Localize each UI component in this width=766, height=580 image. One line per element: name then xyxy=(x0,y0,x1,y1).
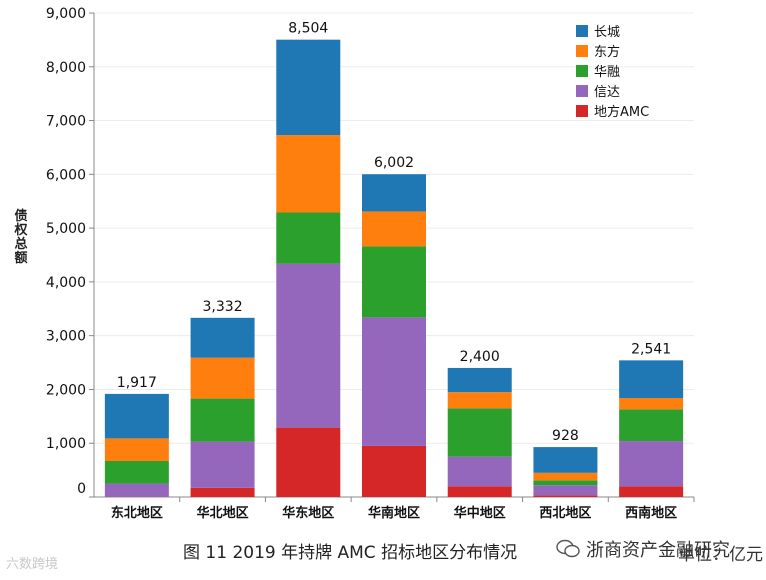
bar-segment xyxy=(190,398,255,442)
bar-segment xyxy=(447,486,512,497)
bar-segment xyxy=(276,135,341,213)
bar-segment xyxy=(533,495,598,497)
x-tick-label: 华中地区 xyxy=(454,505,506,521)
legend-swatch xyxy=(576,25,588,37)
bar-segment xyxy=(619,360,684,399)
bar-segment xyxy=(619,486,684,497)
bar-total-label: 928 xyxy=(552,428,579,444)
y-tick-label: 6,000 xyxy=(46,167,86,183)
x-tick-label: 西南地区 xyxy=(625,505,677,521)
y-tick-label: 4,000 xyxy=(46,275,86,291)
y-tick-label: 5,000 xyxy=(46,221,86,237)
axes: 0 1,000 2,000 3,000 4,000 5,000 6,000 7,000 8,00… xyxy=(46,6,695,521)
x-tick-label: 华东地区 xyxy=(282,505,334,521)
bar-segment xyxy=(276,39,341,136)
bar-segment xyxy=(104,438,169,461)
bar-segment xyxy=(104,393,169,439)
y-tick-label: 1,000 xyxy=(46,436,86,452)
total-labels: 1,917 3,332 8,504 6,002 2,400 928 2,541 xyxy=(117,21,671,444)
bar-segment xyxy=(276,212,341,264)
y-tick-label: 9,000 xyxy=(46,6,86,22)
bar-segment xyxy=(190,487,255,497)
bar-segment xyxy=(362,317,426,446)
bar-total-label: 1,917 xyxy=(117,375,157,391)
x-tick-label: 西北地区 xyxy=(539,505,591,521)
bar-segment xyxy=(190,317,255,358)
bar-segment xyxy=(104,483,169,497)
x-tick-label: 华北地区 xyxy=(197,505,249,521)
legend-label: 地方AMC xyxy=(594,104,649,120)
bar-total-label: 2,541 xyxy=(631,341,671,357)
bar-total-label: 6,002 xyxy=(374,155,414,171)
bar-segment xyxy=(362,211,426,247)
bar-segment xyxy=(276,427,341,497)
bar-segment xyxy=(276,263,341,428)
legend-swatch xyxy=(576,85,588,97)
bars xyxy=(104,39,684,497)
bar-segment xyxy=(362,174,426,212)
bar-segment xyxy=(447,408,512,457)
wechat-icon xyxy=(556,539,580,558)
legend-label: 东方 xyxy=(594,44,620,60)
bar-segment xyxy=(619,398,684,410)
y-axis-label: 债权总额 xyxy=(14,209,28,266)
bar-segment xyxy=(362,445,426,497)
bar-segment xyxy=(190,357,255,399)
y-tick-label: 3,000 xyxy=(46,329,86,345)
bar-total-label: 8,504 xyxy=(288,21,328,37)
bar-segment xyxy=(533,480,598,486)
y-tick-label: 8,000 xyxy=(46,60,86,76)
legend-swatch xyxy=(576,45,588,57)
bar-segment xyxy=(447,456,512,487)
legend-label: 长城 xyxy=(594,25,620,40)
legend-label: 华融 xyxy=(594,65,620,80)
x-tick-label: 华南地区 xyxy=(368,505,420,521)
bar-segment xyxy=(362,246,426,318)
y-tick-label: 7,000 xyxy=(46,114,86,130)
bar-segment xyxy=(619,441,684,487)
unit-label: 单位：亿元 xyxy=(678,545,763,565)
bar-segment xyxy=(533,472,598,481)
bar-segment xyxy=(104,460,169,484)
bar-segment xyxy=(533,485,598,496)
figure-caption: 图 11 2019 年持牌 AMC 招标地区分布情况 xyxy=(183,543,518,563)
watermark-right-text: 浙商资产金融研究 xyxy=(586,540,730,561)
bar-segment xyxy=(619,409,684,442)
bar-segment xyxy=(447,367,512,393)
watermark-right: 浙商资产金融研究 xyxy=(556,536,730,562)
legend-swatch xyxy=(576,105,588,117)
y-tick-label: 2,000 xyxy=(46,382,86,398)
bar-total-label: 2,400 xyxy=(460,349,500,365)
legend-label: 信达 xyxy=(594,85,620,100)
legend-swatch xyxy=(576,65,588,77)
bar-segment xyxy=(447,392,512,409)
x-tick-label: 东北地区 xyxy=(111,505,163,521)
stacked-bar-chart: 0 1,000 2,000 3,000 4,000 5,000 6,000 7,000 8,00… xyxy=(46,6,695,521)
bar-segment xyxy=(190,441,255,488)
watermark-left: 六数跨境 xyxy=(6,557,59,572)
bar-total-label: 3,332 xyxy=(203,299,243,315)
y-tick-label: 0 xyxy=(77,481,86,497)
bar-segment xyxy=(533,447,598,473)
